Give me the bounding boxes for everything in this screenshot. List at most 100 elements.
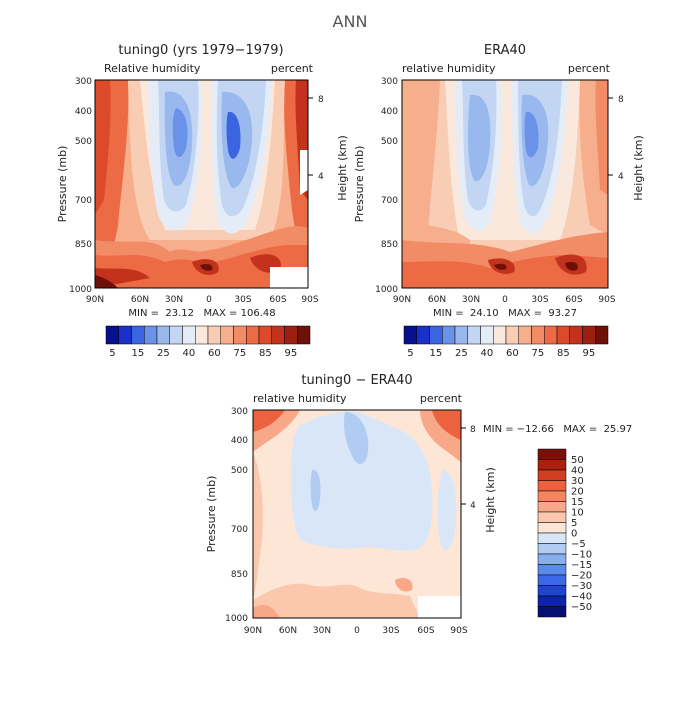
colorbar-swatch: [537, 585, 567, 597]
x-tick-label: 30N: [165, 295, 183, 305]
colorbar-swatch: [442, 325, 456, 345]
y-tick-label: 400: [231, 436, 248, 446]
y-tick-label: 850: [381, 240, 398, 250]
y-tick-label: 300: [75, 77, 92, 87]
colorbar-swatch: [144, 325, 158, 345]
colorbar-swatch: [537, 511, 567, 523]
colorbar-label: 60: [208, 348, 221, 359]
panel-title: ERA40: [484, 43, 526, 58]
x-tick-label: 0: [354, 626, 360, 636]
colorbar-label: 60: [506, 348, 519, 359]
contour-field: [253, 410, 461, 618]
colorbar-swatch: [537, 522, 567, 534]
x-tick-label: 30N: [462, 295, 480, 305]
panel-title: tuning0 (yrs 1979−1979): [118, 43, 283, 58]
colorbar-swatch: [531, 325, 545, 345]
y-tick-label: 500: [75, 137, 92, 147]
colorbar-swatch: [582, 325, 596, 345]
min-max-stats: MIN = −12.66 MAX = 25.97: [483, 424, 632, 435]
colorbar-swatch: [467, 325, 481, 345]
colorbar-swatch: [156, 325, 170, 345]
colorbar-label: 30: [571, 476, 584, 487]
y2-tick-label: 4: [318, 172, 324, 182]
contour-field: [95, 80, 308, 288]
y-tick-label: 1000: [375, 285, 398, 295]
y2-tick-label: 8: [618, 95, 624, 105]
colorbar-swatch: [518, 325, 532, 345]
colorbar-label: 0: [571, 529, 577, 540]
colorbar-label: 95: [583, 348, 596, 359]
colorbar-swatch: [182, 325, 196, 345]
colorbar-swatch: [233, 325, 247, 345]
x-tick-label: 90S: [598, 295, 615, 305]
x-ticks: 90N 60N 30N 0 30S 60S 90S: [244, 626, 468, 636]
x-tick-label: 90N: [86, 295, 104, 305]
y2-tick-label: 4: [618, 172, 624, 182]
panel-subtitle-left: relative humidity: [402, 62, 496, 75]
colorbar-label: 10: [571, 508, 584, 519]
y-axis-label: Pressure (mb): [205, 476, 218, 553]
colorbar-label: 85: [557, 348, 570, 359]
x-tick-label: 30S: [382, 626, 399, 636]
colorbar-swatch: [429, 325, 443, 345]
colorbar-label: 20: [571, 487, 584, 498]
colorbar: 5 15 25 40 60 75 85 95: [403, 325, 609, 359]
colorbar-swatch: [207, 325, 221, 345]
y2-axis-label: Height (km): [632, 135, 645, 201]
colorbar-swatch: [537, 543, 567, 555]
y-ticks: 300 400 500 700 850 1000: [225, 407, 248, 624]
colorbar-swatch: [537, 469, 567, 481]
colorbar-swatch: [537, 532, 567, 544]
x-tick-label: 30S: [531, 295, 548, 305]
x-tick-label: 30S: [234, 295, 251, 305]
x-tick-label: 90N: [244, 626, 262, 636]
colorbar-label: 40: [183, 348, 196, 359]
colorbar-swatch: [537, 606, 567, 618]
y2-axis-label: Height (km): [484, 467, 497, 533]
colorbar-swatch: [537, 448, 567, 460]
min-max-stats: MIN = 24.10 MAX = 93.27: [433, 308, 577, 319]
panel-subtitle-right: percent: [420, 392, 463, 405]
y-tick-label: 500: [381, 137, 398, 147]
colorbar-label: 95: [285, 348, 298, 359]
panel-title: tuning0 − ERA40: [301, 373, 412, 388]
min-max-stats: MIN = 23.12 MAX = 106.48: [128, 308, 275, 319]
colorbar-swatch: [537, 574, 567, 586]
x-tick-label: 60N: [279, 626, 297, 636]
x-tick-label: 30N: [313, 626, 331, 636]
colorbar-swatch: [556, 325, 570, 345]
x-tick-label: 90N: [393, 295, 411, 305]
colorbar-label: −5: [571, 539, 586, 550]
x-tick-label: 60N: [428, 295, 446, 305]
y-axis-label: Pressure (mb): [353, 146, 366, 223]
panel-model: tuning0 (yrs 1979−1979) Relative humidit…: [56, 43, 349, 359]
y-tick-label: 300: [231, 407, 248, 417]
colorbar-label: 50: [571, 455, 584, 466]
y-ticks: 300 400 500 700 850 1000: [69, 77, 92, 295]
colorbar: 5 15 25 40 60 75 85 95: [105, 325, 311, 359]
colorbar-label: 25: [455, 348, 468, 359]
colorbar-label: 40: [481, 348, 494, 359]
colorbar-label: −30: [571, 581, 592, 592]
y2-tick-label: 8: [470, 425, 476, 435]
colorbar-swatch: [246, 325, 260, 345]
y2-tick-label: 4: [470, 501, 476, 511]
y-tick-label: 700: [381, 196, 398, 206]
colorbar-label: 85: [259, 348, 272, 359]
colorbar-label: −50: [571, 602, 592, 613]
colorbar-swatch: [105, 325, 119, 345]
panel-reanalysis: ERA40 relative humidity percent: [353, 43, 645, 359]
colorbar-swatch: [284, 325, 298, 345]
colorbar-swatch: [403, 325, 417, 345]
y2-tick-label: 8: [318, 95, 324, 105]
y2-ticks: 8 4: [461, 425, 476, 511]
y-ticks: 300 400 500 700 850 1000: [375, 77, 398, 295]
y-tick-label: 1000: [225, 614, 248, 624]
colorbar-label: 75: [532, 348, 545, 359]
colorbar-swatch: [537, 553, 567, 565]
x-tick-label: 90S: [301, 295, 318, 305]
colorbar-label: −40: [571, 592, 592, 603]
colorbar-label: 5: [109, 348, 115, 359]
